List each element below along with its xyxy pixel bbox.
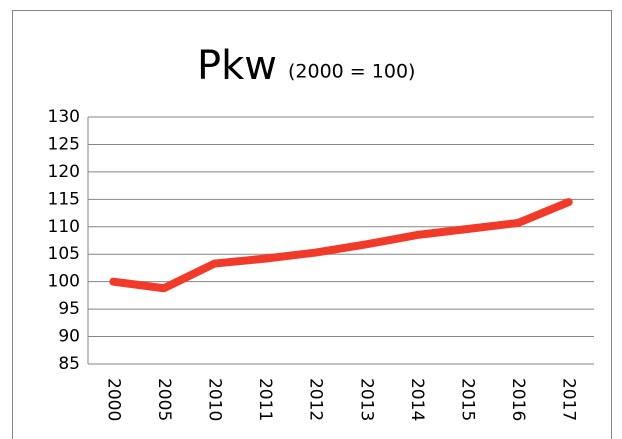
x-tick-label: 2016 (508, 378, 528, 421)
y-tick-label: 95 (58, 299, 80, 319)
y-tick-label: 105 (48, 244, 80, 264)
y-tick-label: 115 (48, 189, 80, 209)
x-tick-label: 2010 (205, 378, 225, 421)
y-tick-label: 120 (48, 162, 80, 182)
x-tick-label: 2013 (356, 378, 376, 421)
y-tick-label: 90 (58, 327, 80, 347)
chart-title: Pkw (197, 43, 277, 89)
x-tick-label: 2000 (103, 378, 123, 421)
data-line (109, 198, 573, 293)
x-tick-label: 2017 (559, 378, 579, 421)
y-tick-label: 85 (58, 354, 80, 374)
y-tick-label: 100 (48, 272, 80, 292)
y-tick-label: 130 (48, 107, 80, 127)
x-tick-label: 2011 (255, 378, 275, 421)
x-tick-label: 2015 (458, 378, 478, 421)
x-tick-label: 2014 (407, 378, 427, 421)
x-tick-label: 2012 (306, 378, 326, 421)
x-tick-label: 2005 (154, 378, 174, 421)
chart-subtitle: (2000 = 100) (288, 61, 415, 83)
y-tick-label: 110 (48, 217, 80, 237)
y-tick-label: 125 (48, 134, 80, 154)
